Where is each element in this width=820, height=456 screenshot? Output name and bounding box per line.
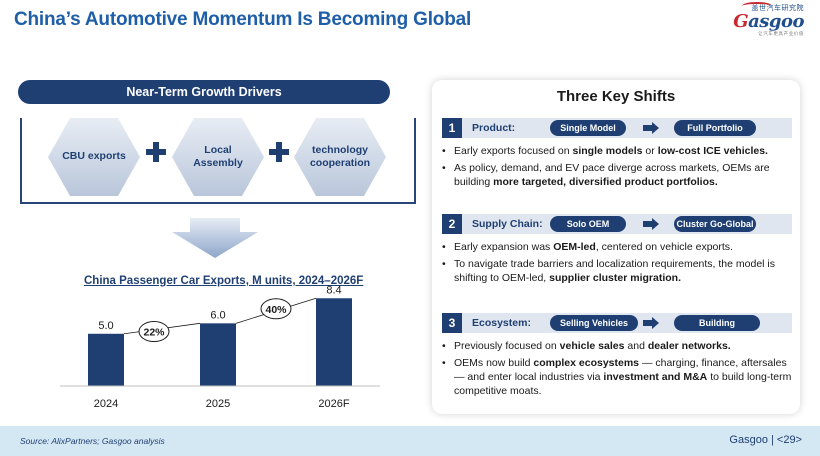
drivers-heading: Near-Term Growth Drivers (18, 80, 390, 104)
shift-category: Supply Chain: (472, 218, 543, 230)
logo-cn-text: 盖世汽车研究院 (751, 5, 804, 12)
bullet-item: Early exports focused on single models o… (442, 144, 792, 158)
shift-bullets: Early expansion was OEM-led, centered on… (442, 240, 792, 288)
bar-value-label: 5.0 (98, 320, 113, 332)
drivers-bracket (20, 118, 416, 204)
shift-to-pill: Cluster Go-Global (674, 216, 756, 232)
shift-from-pill: Solo OEM (550, 216, 626, 232)
arrow-right-icon (643, 122, 659, 134)
shift-to-pill: Building Ecosystems (674, 315, 760, 344)
bar (316, 298, 352, 386)
x-tick-label: 2024 (94, 398, 118, 410)
logo-tagline: 让汽车更具产业价值 (758, 31, 804, 36)
page-title: China’s Automotive Momentum Is Becoming … (14, 9, 472, 30)
growth-badge (260, 298, 292, 320)
driver-label: technology cooperation (309, 143, 371, 169)
bullet-item: OEMs now build complex ecosystems — char… (442, 356, 792, 398)
plus-icon (268, 141, 290, 163)
shift-number: 1 (442, 118, 462, 138)
bar (88, 333, 124, 386)
logo-swoosh-icon (742, 2, 772, 10)
shift-number: 3 (442, 313, 462, 333)
growth-label: 22% (143, 327, 165, 339)
growth-badge (138, 321, 170, 343)
driver-hex-cbu-exports: CBU exports (46, 116, 142, 198)
bullet-item: Previously focused on vehicle sales and … (442, 339, 792, 353)
plus-icon (145, 141, 167, 163)
bar-value-label: 8.4 (326, 284, 341, 296)
shift-category: Product: (472, 122, 516, 134)
arrow-right-icon (643, 218, 659, 230)
source-note: Source: AlixPartners; Gasgoo analysis (20, 436, 165, 446)
shift-bullets: Early exports focused on single models o… (442, 144, 792, 192)
logo-brand: Gasgoo (733, 11, 804, 32)
down-arrow-icon (172, 218, 258, 258)
exports-bar-chart: 5.0 2024 6.0 2025 8.4 2026F 22% 40% (60, 284, 380, 410)
driver-label: Local Assembly (193, 143, 243, 169)
shifts-heading: Three Key Shifts (556, 88, 676, 105)
bar (200, 323, 236, 386)
gasgoo-logo: 盖世汽车研究院 Gasgoo 让汽车更具产业价值 (714, 2, 804, 36)
bar-value-label: 6.0 (210, 309, 225, 321)
arrow-right-icon (643, 317, 659, 329)
shift-bullets: Previously focused on vehicle sales and … (442, 339, 792, 401)
growth-label: 40% (265, 304, 287, 316)
driver-label: CBU exports (62, 150, 126, 163)
driver-hex-local-assembly: Local Assembly (170, 116, 266, 198)
page-number: Gasgoo | <29> (729, 434, 802, 446)
driver-hex-technology-cooperation: technology cooperation (292, 116, 388, 198)
x-tick-label: 2025 (206, 398, 230, 410)
shift-number: 2 (442, 214, 462, 234)
bullet-item: Early expansion was OEM-led, centered on… (442, 240, 792, 254)
shift-to-pill: Full Portfolio (674, 120, 756, 136)
shift-from-pill: Single Model (550, 120, 626, 136)
bullet-item: As policy, demand, and EV pace diverge a… (442, 161, 792, 189)
x-tick-label: 2026F (318, 398, 349, 410)
shift-from-pill: Selling Vehicles (550, 315, 638, 331)
shift-category: Ecosystem: (472, 317, 531, 329)
bullet-item: To navigate trade barriers and localizat… (442, 257, 792, 285)
footer: Source: AlixPartners; Gasgoo analysis Ga… (0, 426, 820, 456)
chart-title: China Passenger Car Exports, M units, 20… (84, 275, 364, 287)
